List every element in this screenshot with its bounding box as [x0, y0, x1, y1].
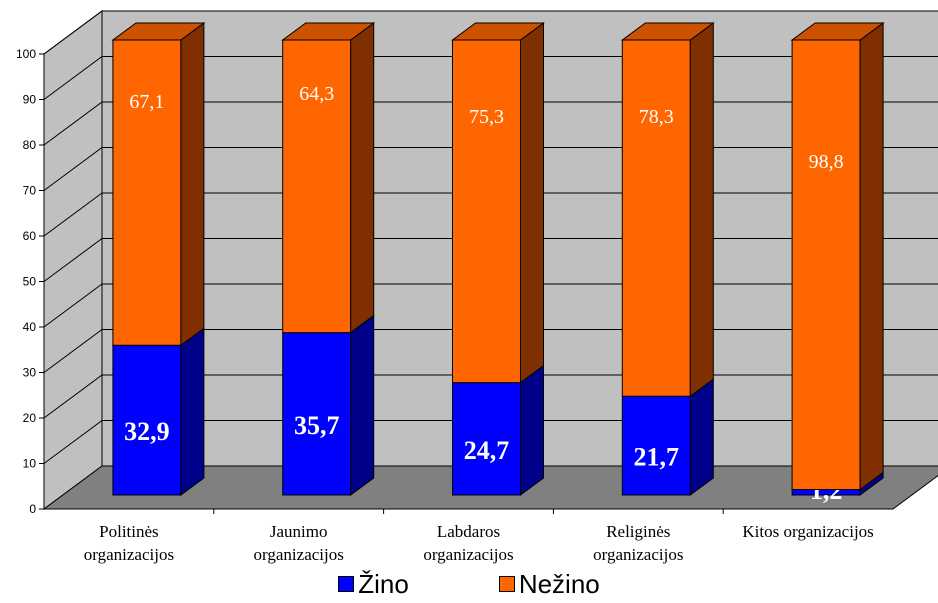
y-tick-label: 100	[16, 47, 36, 61]
bar-1-top	[450, 22, 546, 41]
chart-legend: Žino Nežino	[0, 568, 938, 600]
y-tick-label: 60	[23, 229, 37, 243]
legend-item-zino: Žino	[338, 569, 409, 600]
x-category-label: Politinės	[99, 522, 159, 541]
y-tick-label: 40	[23, 320, 37, 334]
y-tick-label: 10	[23, 457, 37, 471]
x-category-label: organizacijos	[84, 545, 174, 564]
data-label-zino: 21,7	[634, 443, 680, 472]
bar-0-side	[689, 378, 714, 496]
bar-0-side	[350, 314, 375, 496]
legend-label-nezino: Nežino	[518, 568, 600, 599]
data-label-zino: 24,7	[464, 436, 510, 465]
x-category-label: Kitos organizacijos	[742, 522, 873, 541]
bar-1-top	[790, 22, 885, 41]
data-label-zino: 32,9	[124, 417, 170, 446]
data-label-nezino: 78,3	[639, 106, 674, 128]
stacked-bar-chart: 0 10 20 30 40 50 60 70 80 90 100 32,9 67,1 Politinės o…	[16, 10, 938, 564]
y-tick-label: 0	[29, 502, 36, 516]
x-category-label: Religinės	[606, 522, 670, 541]
bar-1-top	[281, 22, 376, 41]
bar-1-front	[112, 39, 182, 346]
bar-1-side	[689, 22, 714, 398]
x-category-label: organizacijos	[593, 545, 683, 564]
legend-swatch-nezino	[498, 576, 515, 592]
legend-label-zino: Žino	[358, 568, 409, 599]
y-tick-label: 70	[23, 184, 37, 198]
data-label-nezino: 67,1	[129, 91, 164, 113]
gridline	[43, 10, 938, 55]
y-tick-label: 50	[23, 275, 37, 289]
data-label-nezino: 98,8	[809, 151, 844, 173]
bar-1-side	[520, 22, 544, 384]
data-label-nezino: 64,3	[299, 83, 334, 105]
bar-1-top	[620, 22, 715, 41]
legend-swatch-zino	[338, 576, 355, 592]
bar-0-side	[180, 327, 205, 496]
legend-item-nezino: Nežino	[498, 568, 600, 600]
bar-1-front	[621, 39, 691, 397]
y-tick-label: 90	[23, 93, 37, 107]
x-category-label: Jaunimo	[270, 522, 328, 541]
bar-0-side	[520, 364, 544, 496]
bar-1-side	[859, 22, 884, 491]
x-category-label: organizacijos	[254, 545, 344, 564]
x-category-label: Labdaros	[437, 522, 500, 541]
bar-1-side	[350, 22, 375, 334]
y-tick-label: 80	[23, 138, 37, 152]
bar-1-top	[111, 22, 206, 41]
bar-1-front	[791, 39, 861, 491]
y-tick-label: 20	[23, 411, 37, 425]
bar-1-front	[452, 39, 521, 384]
data-label-zino: 35,7	[294, 411, 340, 440]
y-tick-label: 30	[23, 366, 37, 380]
data-label-nezino: 75,3	[469, 106, 504, 128]
x-category-label: organizacijos	[423, 545, 513, 564]
bar-1-side	[180, 22, 205, 347]
